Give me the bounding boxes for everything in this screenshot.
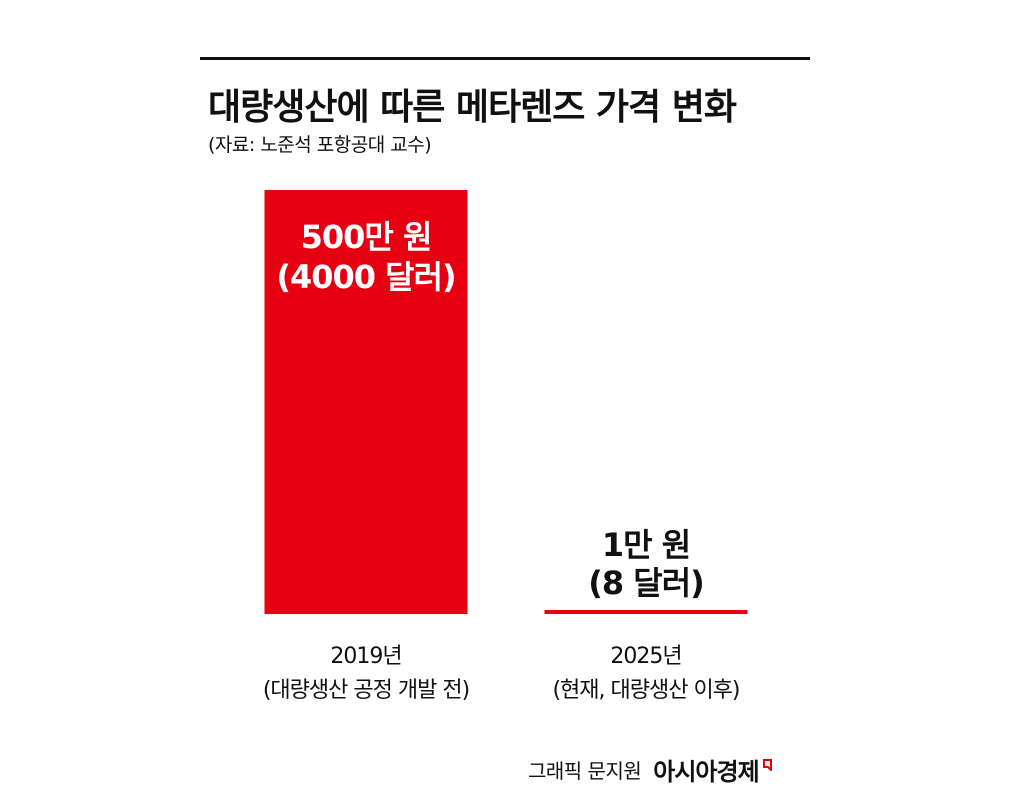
category-1-note: (대량생산 공정 개발 전) [263, 678, 469, 703]
chart-title: 대량생산에 따른 메타렌즈 가격 변화 [208, 87, 737, 128]
top-rule [200, 57, 810, 60]
category-2-year: 2025년 [610, 644, 681, 669]
chart-source: (자료: 노준석 포항공대 교수) [208, 134, 432, 156]
bar-2 [544, 610, 748, 614]
credit-label: 그래픽 문지원 [528, 759, 642, 783]
bar-2-usd-label: (8 달러) [588, 564, 704, 602]
brand-logo: 아시아경제 [653, 758, 759, 786]
brand-corner-icon [762, 758, 772, 771]
category-2-note: (현재, 대량생산 이후) [552, 678, 739, 703]
bar-1 [264, 190, 468, 614]
bar-1-usd-label: (4000 달러) [276, 258, 455, 296]
category-1-year: 2019년 [330, 644, 401, 669]
credit: 그래픽 문지원 아시아경제 [528, 752, 772, 787]
bar-2-value-label: 1만 원 [602, 526, 690, 564]
bar-1-value-label: 500만 원 [301, 218, 432, 256]
